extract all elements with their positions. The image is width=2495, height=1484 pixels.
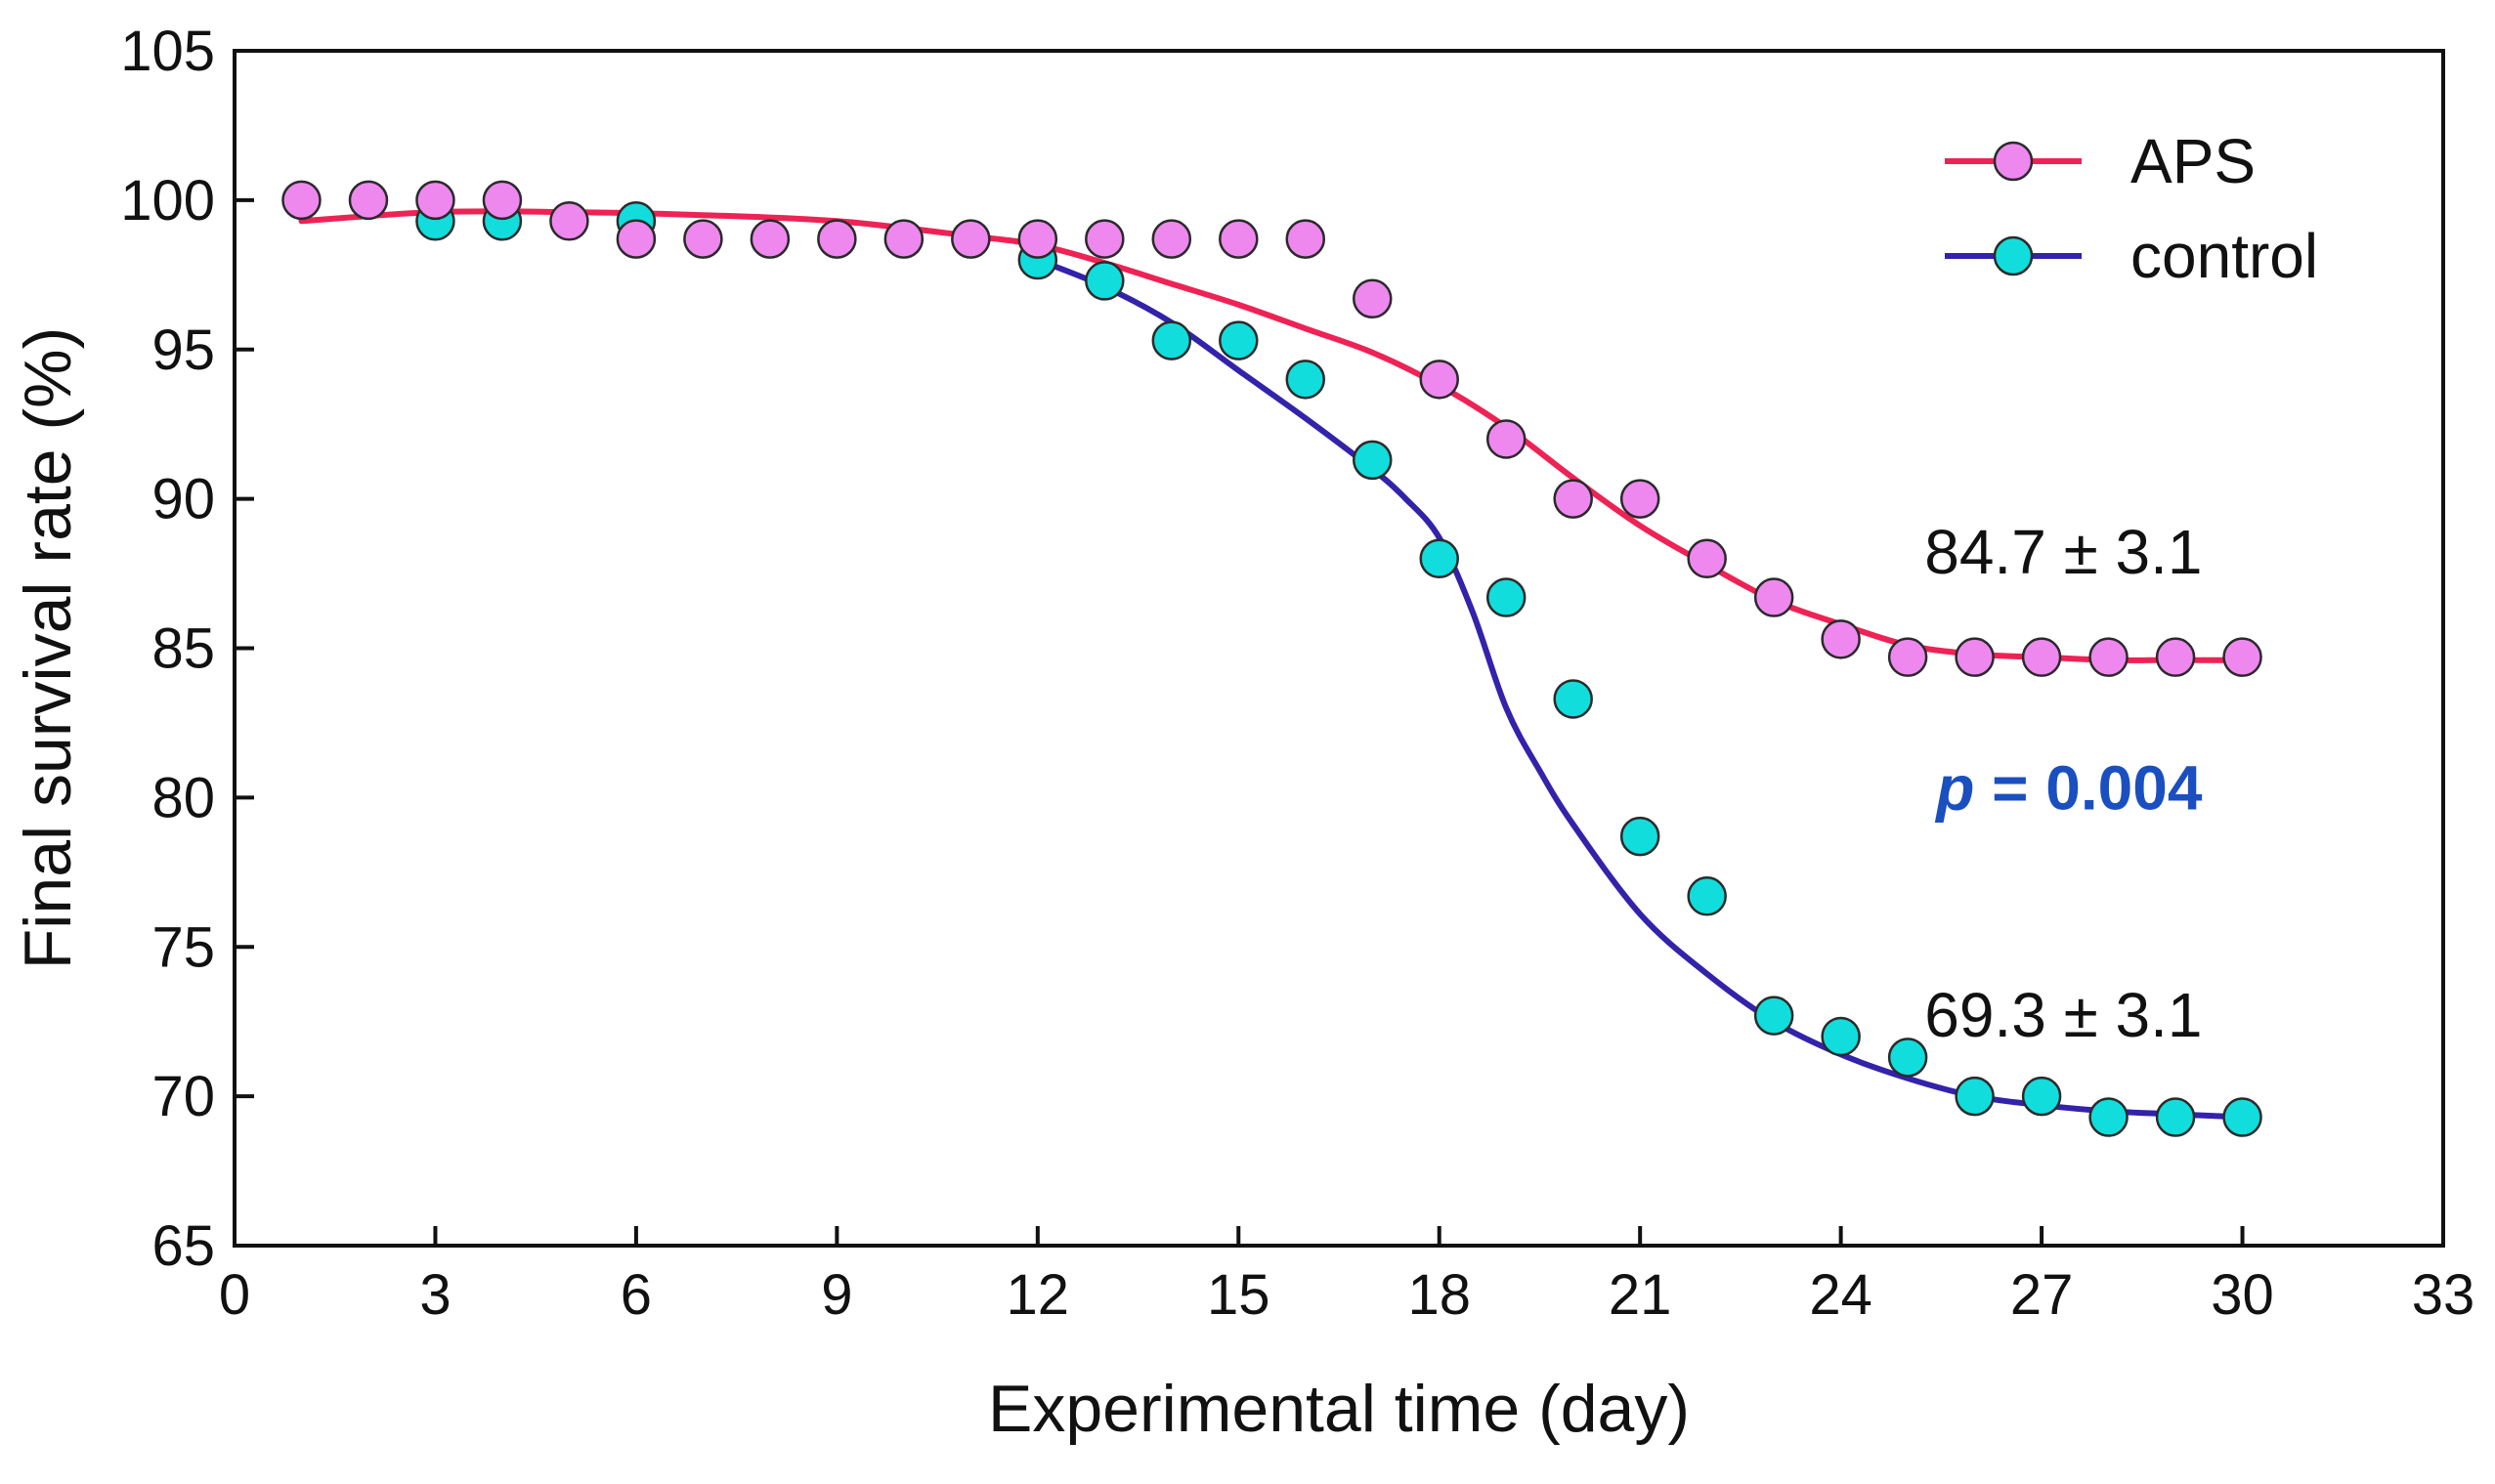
aps-data-point (1955, 637, 1995, 677)
control-data-point (1619, 816, 1660, 857)
legend-aps-marker (1993, 141, 2034, 182)
aps-data-point (348, 180, 389, 221)
aps-data-point (1619, 479, 1660, 519)
control-data-point (1687, 876, 1727, 916)
p-value-symbol: p (1934, 753, 1974, 824)
control-data-point (1887, 1038, 1928, 1078)
control-data-point (2088, 1097, 2129, 1137)
legend: APS control (1945, 126, 2318, 291)
aps-data-point (2088, 637, 2129, 677)
control-data-point (1419, 538, 1459, 579)
x-tick-label: 21 (1609, 1263, 1672, 1327)
x-tick-label: 6 (621, 1263, 652, 1327)
control-data-point (1485, 577, 1527, 617)
control-data-point (1553, 679, 1593, 719)
aps-data-point (1352, 278, 1393, 319)
aps-data-point (1485, 419, 1527, 459)
control-data-point (2021, 1076, 2062, 1117)
y-tick-label: 80 (151, 766, 215, 829)
aps-data-point (1085, 219, 1125, 259)
x-tick-label: 15 (1207, 1263, 1270, 1327)
x-axis-ticks: 0 3 6 9 12 15 18 21 24 27 30 33 (219, 1226, 2474, 1327)
y-tick-label: 70 (151, 1065, 215, 1128)
legend-aps-label: APS (2130, 126, 2256, 196)
aps-data-point (1151, 219, 1192, 259)
annotations: 84.7 ± 3.1 69.3 ± 3.1 p = 0.004 (1924, 517, 2203, 1050)
control-data-point (2222, 1097, 2262, 1137)
x-tick-label: 18 (1407, 1263, 1471, 1327)
aps-data-point (1753, 577, 1794, 617)
x-tick-label: 3 (419, 1263, 451, 1327)
aps-data-point (2222, 637, 2262, 677)
aps-data-point (1821, 619, 1861, 659)
p-value-number: = 0.004 (1974, 753, 2203, 824)
y-tick-label: 100 (120, 169, 215, 233)
x-tick-label: 12 (1007, 1263, 1070, 1327)
aps-data-point (683, 219, 723, 259)
aps-data-point (616, 219, 657, 259)
aps-data-point (415, 180, 455, 221)
final-survival-annotation: 69.3 ± 3.1 (1924, 980, 2202, 1050)
x-tick-label: 9 (821, 1263, 852, 1327)
control-data-point (1151, 320, 1192, 360)
x-tick-label: 30 (2211, 1263, 2274, 1327)
control-data-point (1352, 440, 1393, 481)
control-data-point (2155, 1097, 2196, 1137)
aps-data-point (2021, 637, 2062, 677)
aps-data-point (1419, 360, 1459, 400)
aps-data-point (1687, 538, 1727, 579)
y-axis-title: Final survival rate (%) (11, 327, 85, 970)
legend-control-marker (1993, 235, 2034, 276)
aps-data-point (1553, 479, 1593, 519)
aps-data-point (1887, 637, 1928, 677)
aps-data-point (281, 180, 322, 221)
x-axis-title: Experimental time (day) (988, 1372, 1690, 1446)
data-markers (281, 180, 2262, 1137)
x-tick-label: 33 (2412, 1263, 2475, 1327)
control-data-point (1821, 1016, 1861, 1057)
p-value-annotation: p = 0.004 (1934, 753, 2203, 824)
y-tick-label: 75 (151, 915, 215, 979)
aps-data-point (549, 201, 589, 241)
x-tick-label: 27 (2010, 1263, 2074, 1327)
y-tick-label: 90 (151, 468, 215, 531)
y-tick-label: 105 (120, 20, 215, 83)
control-data-point (1219, 320, 1259, 360)
y-tick-label: 95 (151, 318, 215, 382)
control-data-point (1753, 996, 1794, 1036)
y-tick-label: 65 (151, 1214, 215, 1278)
aps-data-point (2155, 637, 2196, 677)
y-axis-ticks: 65 70 75 80 85 90 95 100 105 (120, 20, 254, 1278)
final-survival-annotation: 84.7 ± 3.1 (1924, 517, 2202, 587)
aps-data-point (817, 219, 857, 259)
aps-data-point (482, 180, 523, 221)
aps-data-point (1017, 219, 1058, 259)
aps-data-point (951, 219, 991, 259)
control-data-point (1285, 360, 1326, 400)
aps-data-point (1285, 219, 1326, 259)
aps-data-point (1219, 219, 1259, 259)
aps-data-point (883, 219, 925, 259)
legend-control-label: control (2130, 221, 2318, 291)
control-data-point (1955, 1076, 1995, 1117)
y-tick-label: 85 (151, 617, 215, 681)
control-fit-line (1034, 257, 2246, 1121)
x-tick-label: 24 (1809, 1263, 1872, 1327)
aps-data-point (750, 219, 791, 259)
x-tick-label: 0 (219, 1263, 250, 1327)
control-data-point (1085, 261, 1125, 301)
